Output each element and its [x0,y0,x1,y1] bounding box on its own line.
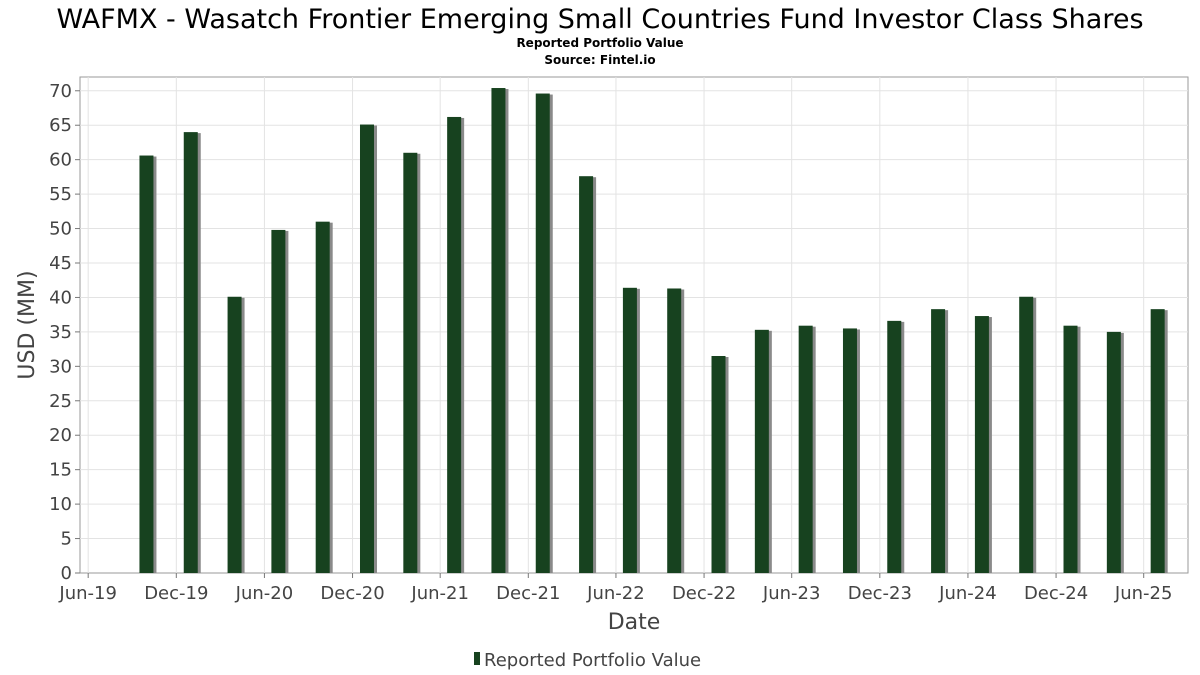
y-tick-label: 55 [49,184,72,205]
y-tick-label: 65 [49,115,72,136]
x-tick-label: Jun-20 [235,583,294,604]
bar [1106,331,1121,573]
bar [271,229,286,573]
x-tick-label: Dec-19 [144,583,208,604]
bar [1063,325,1078,573]
bar [139,155,154,574]
y-tick-label: 20 [49,425,72,446]
x-tick-label: Dec-22 [672,583,736,604]
bar [711,356,726,573]
bar [842,328,857,573]
x-tick-label: Jun-24 [938,583,997,604]
bar [447,116,462,573]
y-tick-label: 15 [49,460,72,481]
legend-label: Reported Portfolio Value [484,650,701,671]
bars [139,88,1168,574]
x-tick-label: Jun-19 [58,583,117,604]
y-tick-label: 10 [49,494,72,515]
bar [754,329,769,573]
bar [579,176,594,573]
bar [887,320,902,573]
x-axis-ticks: Jun-19 Dec-19 Jun-20 Dec-20 Jun-21 Dec-21 Jun-… [58,573,1172,604]
y-axis-label: USD (MM) [15,270,40,379]
x-tick-label: Jun-25 [1114,583,1173,604]
bar [931,309,946,573]
x-tick-label: Dec-21 [496,583,560,604]
y-tick-label: 40 [49,287,72,308]
y-tick-label: 70 [49,81,72,102]
x-tick-label: Dec-20 [320,583,384,604]
y-tick-label: 35 [49,322,72,343]
legend-swatch [474,652,480,665]
chart-subtitle: Reported Portfolio Value [516,36,683,50]
x-tick-label: Jun-22 [586,583,645,604]
bar [535,93,550,574]
y-tick-label: 60 [49,150,72,171]
y-axis-ticks: 0 5 10 15 20 25 30 35 40 45 50 55 60 65 70 [49,81,80,584]
y-tick-label: 5 [61,529,72,550]
chart-title: WAFMX - Wasatch Frontier Emerging Small … [56,4,1143,35]
x-tick-label: Dec-24 [1024,583,1088,604]
bar [227,296,242,573]
y-tick-label: 30 [49,356,72,377]
bar [491,88,506,574]
bar [622,287,637,573]
bar [403,152,418,573]
x-tick-label: Jun-21 [410,583,469,604]
x-tick-label: Dec-23 [848,583,912,604]
bar [183,132,198,573]
bar [315,221,330,573]
x-tick-label: Jun-23 [762,583,821,604]
bar [1150,309,1165,573]
y-tick-label: 45 [49,253,72,274]
bar [798,325,813,573]
bar [359,124,374,574]
x-axis-label: Date [608,610,661,635]
grid-lines [80,77,1188,573]
chart-source: Source: Fintel.io [544,53,655,67]
legend: Reported Portfolio Value [474,650,701,671]
bar [1019,296,1034,573]
bar [667,288,682,573]
bar [974,316,989,573]
y-tick-label: 0 [61,563,72,584]
y-tick-label: 50 [49,219,72,240]
y-tick-label: 25 [49,391,72,412]
